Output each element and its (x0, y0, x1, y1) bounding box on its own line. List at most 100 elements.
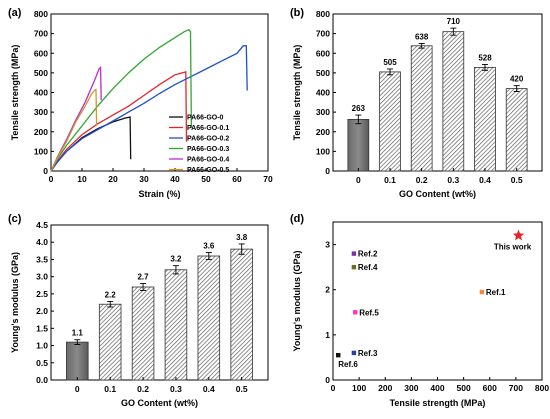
panel-d-y-tick-label: 0 (325, 375, 330, 385)
panel-c-bar (66, 341, 89, 381)
panel-d-x-tick-label: 400 (430, 383, 444, 393)
panel-d-square-marker (351, 251, 357, 256)
panel-b-x-tick-label: 0.1 (384, 175, 396, 185)
panel-b-x-axis-label: GO Content (wt%) (399, 189, 476, 199)
panel-b-bar (379, 71, 401, 172)
panel-b-x-tick-label: 0 (356, 175, 361, 185)
panel-c-y-tick-label: 3.0 (36, 272, 48, 282)
panel-d-star-marker (512, 229, 525, 241)
panel-c-data-label: 3.8 (236, 233, 248, 242)
panel-d-y-axis-label: Young's modulus (GPa) (292, 251, 302, 352)
panel-d-y-tick-label: 2 (325, 285, 330, 295)
panel-c-bar (197, 255, 221, 381)
panel-c-data-label: 2.7 (137, 273, 149, 282)
panel-d-x-tick-label: 800 (535, 383, 549, 393)
panel-b-tensile-bars: (b) GO Content (wt%) Tensile strength (MPa… (290, 7, 543, 199)
panel-b-x-tick-label: 0.4 (479, 175, 491, 185)
panel-a-series-line (50, 116, 132, 172)
panel-c-x-axis-label: GO Content (wt%) (121, 398, 198, 408)
panel-a-series-line (50, 45, 248, 172)
panel-d-x-tick-label: 600 (483, 383, 497, 393)
panel-c-bar (164, 269, 188, 381)
panel-c-data-label: 1.1 (72, 329, 84, 338)
panel-b-y-tick-label: 700 (316, 29, 330, 39)
panel-c-x-tick-label: 0.4 (203, 384, 215, 394)
panel-a-legend-label: PA66-GO-0.4 (187, 157, 229, 164)
panel-d-point-label: Ref.5 (359, 308, 379, 317)
panel-c-y-tick-label: 0.5 (36, 358, 48, 368)
panel-a-x-tick-label: 0 (49, 174, 54, 184)
panel-a-panel-tag: (a) (8, 7, 22, 19)
panel-c-x-tick-label: 0.3 (170, 384, 182, 394)
panel-a-y-tick-label: 800 (34, 9, 48, 19)
panel-b-x-tick-label: 0.2 (416, 175, 428, 185)
panel-d-square-marker (351, 350, 357, 356)
panel-d-x-tick-label: 0 (331, 383, 336, 393)
panel-a-legend-label: PA66-GO-0.5 (187, 167, 229, 174)
panel-d-point-label: Ref.1 (486, 288, 506, 297)
panel-b-bar (410, 45, 433, 172)
panel-c-bar (98, 303, 122, 381)
panel-c-data-label: 2.2 (105, 290, 117, 299)
panel-a-x-tick-label: 10 (77, 174, 87, 184)
panel-a-legend-label: PA66-GO-0.3 (187, 146, 229, 153)
panel-d-y-tick-label: 1 (325, 330, 330, 340)
panel-c-modulus-bars: (c) GO Content (wt%) Young's modulus (GPa)… (8, 213, 269, 408)
panel-d-point-label: Ref.4 (358, 263, 378, 272)
panel-c-y-tick-label: 1.0 (36, 341, 48, 351)
panel-c-x-tick-label: 0.2 (137, 384, 149, 394)
panel-c-y-tick-label: 2.5 (36, 289, 48, 299)
panel-c-y-tick-label: 1.5 (36, 323, 48, 333)
panel-d-x-tick-label: 100 (352, 383, 366, 393)
panel-b-y-tick-label: 500 (316, 68, 330, 78)
panel-c-panel-tag: (c) (8, 213, 22, 225)
panel-b-bar (442, 31, 465, 172)
panel-a-y-tick-label: 500 (34, 68, 48, 78)
panel-a-legend-label: PA66-GO-0.1 (187, 125, 229, 132)
panel-a-series-line (50, 71, 188, 172)
panel-c-y-tick-label: 3.5 (36, 254, 48, 264)
panel-b-y-tick-label: 400 (316, 88, 330, 98)
panel-c-bar (131, 286, 155, 381)
panel-d-square-marker (336, 352, 341, 358)
panel-a-plot-frame (50, 13, 269, 172)
panel-d-x-tick-label: 300 (404, 383, 418, 393)
panel-a-y-tick-label: 100 (34, 146, 48, 156)
panel-b-y-tick-label: 100 (316, 146, 330, 156)
panel-d-point-label: Ref.6 (338, 360, 358, 369)
panel-c-y-tick-label: 4.5 (36, 220, 48, 230)
panel-b-data-label: 710 (447, 17, 461, 26)
panel-a-x-tick-label: 40 (170, 174, 180, 184)
panel-a-x-tick-label: 50 (201, 174, 211, 184)
panel-a-y-axis-label: Tensile strength (MPa) (10, 45, 20, 141)
panel-b-y-tick-label: 800 (316, 9, 330, 19)
panel-a-x-tick-label: 20 (108, 174, 118, 184)
panel-b-y-axis-label: Tensile strength (MPa) (292, 45, 302, 141)
panel-b-x-tick-label: 0.5 (511, 175, 523, 185)
panel-a-legend-label: PA66-GO-0.2 (187, 136, 229, 143)
panel-d-y-tick-label: 3 (325, 240, 330, 250)
panel-b-data-label: 638 (415, 32, 429, 41)
panel-a-x-tick-label: 60 (232, 174, 242, 184)
panel-c-x-tick-label: 0.1 (104, 384, 116, 394)
panel-d-x-axis-label: Tensile strength (MPa) (390, 398, 486, 408)
panel-c-x-tick-label: 0 (75, 384, 80, 394)
panel-b-x-tick-label: 0.3 (447, 175, 459, 185)
panel-c-data-label: 3.6 (203, 242, 215, 251)
panel-b-panel-tag: (b) (290, 7, 304, 19)
panel-a-y-tick-label: 0 (43, 166, 48, 176)
panel-a-x-tick-label: 70 (263, 174, 273, 184)
panel-b-bar (474, 66, 496, 172)
panel-c-y-tick-label: 4.0 (36, 237, 48, 247)
panel-a-tensile-curves: (a)Strain (%)Tensile strength (MPa)01002… (8, 7, 273, 199)
panel-c-y-tick-label: 0.0 (36, 375, 48, 385)
panel-c-bar (230, 248, 253, 381)
panel-c-plot-frame (50, 224, 269, 381)
panel-b-data-label: 263 (352, 104, 366, 113)
panel-d-square-marker (479, 289, 485, 295)
panel-d-x-tick-label: 500 (457, 383, 471, 393)
panel-d-panel-tag: (d) (290, 213, 304, 225)
panel-b-data-label: 420 (510, 75, 524, 84)
panel-d-square-marker (351, 264, 357, 270)
